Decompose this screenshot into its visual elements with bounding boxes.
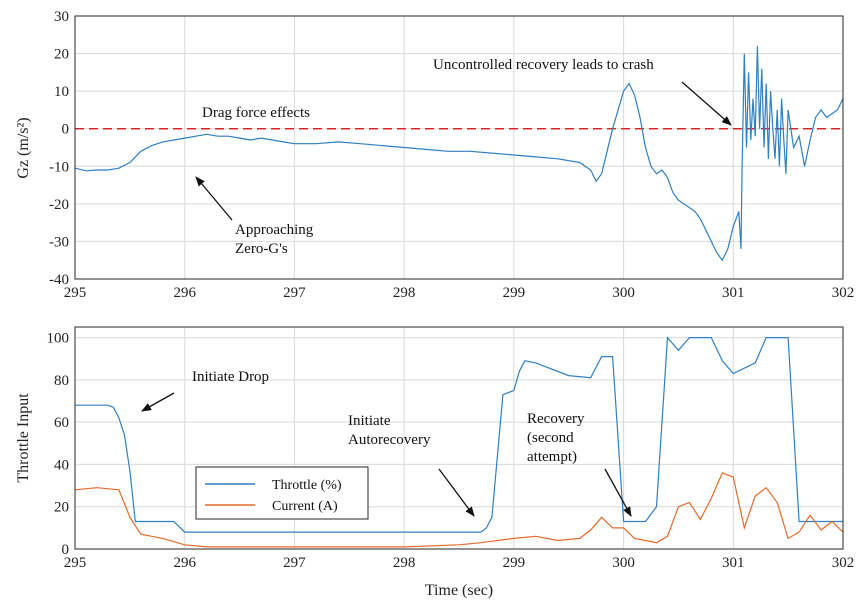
gz-x-tick-label: 299 [503,285,526,301]
throttle-panel: 295 296 297 298 299 300 301 302 100 80 60 40 20 0 Th… [15,326,855,599]
throttle-y-tick-label: 60 [54,415,69,431]
legend-label-current: Current (A) [272,499,338,514]
annotation-uncontrolled-recovery: Uncontrolled recovery leads to crash [433,57,654,73]
annotation-zero-gs: Zero-G's [235,241,288,257]
annotation-attempt: attempt) [527,449,577,465]
throttle-y-tick-label: 40 [54,457,69,473]
throttle-axes-frame [74,326,844,550]
annotation-approaching: Approaching [235,222,314,238]
x-axis-label: Time (sec) [425,582,493,599]
throttle-x-tick-label: 300 [612,555,635,571]
annotation-initiate-drop: Initiate Drop [192,369,269,385]
throttle-y-axis-label: Throttle Input [15,393,32,483]
annotation-autorecovery: Autorecovery [348,432,431,448]
gz-y-tick-labels: 30 20 10 0 -10 -20 -30 -40 [49,9,69,288]
gz-y-tick-label: -10 [49,159,69,175]
throttle-y-tick-label: 20 [54,500,69,516]
gz-x-tick-label: 298 [393,285,416,301]
gz-x-tick-label: 300 [612,285,635,301]
gz-series-line [74,46,844,262]
gz-y-tick-label: 0 [62,122,70,138]
gz-x-tick-labels: 295 296 297 298 299 300 301 302 [64,285,855,301]
throttle-y-tick-label: 0 [62,542,70,558]
gz-y-tick-label: 10 [54,84,69,100]
gz-grid [74,15,844,280]
throttle-y-tick-label: 80 [54,373,69,389]
gz-y-axis-label: Gz (m/s²) [15,117,32,178]
throttle-y-tick-labels: 100 80 60 40 20 0 [47,331,70,558]
throttle-x-tick-label: 298 [393,555,416,571]
gz-y-tick-label: 30 [54,9,69,25]
gz-y-tick-label: -40 [49,272,69,288]
arrow-crash [681,81,732,126]
throttle-x-tick-label: 302 [832,555,855,571]
gz-y-tick-label: -30 [49,234,69,250]
arrow-initiate-drop [141,392,175,412]
gz-x-tick-label: 295 [64,285,87,301]
throttle-x-tick-label: 299 [503,555,526,571]
throttle-x-tick-labels: 295 296 297 298 299 300 301 302 [64,555,855,571]
throttle-x-tick-label: 295 [64,555,87,571]
gz-x-tick-label: 302 [832,285,855,301]
arrow-autorecovery [438,468,475,517]
legend-label-throttle: Throttle (%) [272,478,342,493]
arrow-recovery [604,468,632,517]
annotation-second: (second [527,430,574,446]
annotation-initiate: Initiate [348,413,391,429]
gz-y-tick-label: 20 [54,47,69,63]
annotation-drag-force: Drag force effects [202,105,310,121]
legend-box [195,466,369,520]
throttle-y-tick-label: 100 [47,331,70,347]
gz-x-tick-label: 296 [173,285,196,301]
throttle-x-tick-label: 296 [173,555,196,571]
throttle-x-tick-label: 301 [722,555,745,571]
legend: Throttle (%) Current (A) [195,466,369,520]
gz-panel: 295 296 297 298 299 300 301 302 30 20 10 0 -10 -20 -3… [15,9,854,301]
throttle-series-line [75,336,843,533]
gz-x-tick-label: 301 [722,285,745,301]
arrow-approaching [195,176,233,221]
gz-x-tick-label: 297 [283,285,306,301]
gz-y-tick-label: -20 [49,197,69,213]
current-series-line [74,472,844,548]
throttle-x-tick-label: 297 [283,555,306,571]
annotation-recovery: Recovery [527,411,585,427]
throttle-grid [74,327,844,550]
gz-axes-frame [74,15,844,280]
